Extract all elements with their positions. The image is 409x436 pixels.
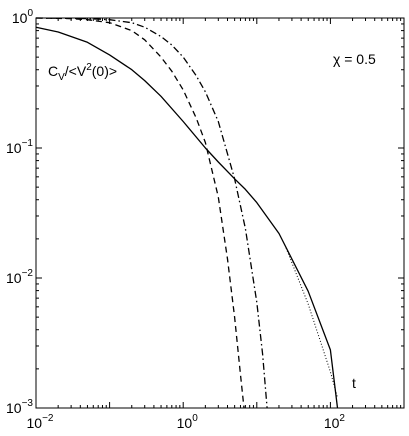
series-line-dashed bbox=[35, 17, 245, 409]
x-tick-label: 10−2 bbox=[27, 413, 54, 431]
y-tick-label: 10−3 bbox=[6, 398, 33, 416]
x-tick-label: 100 bbox=[177, 413, 199, 431]
series-line-dotted bbox=[285, 247, 338, 398]
ylabel-annotation: CV/<V2(0)> bbox=[48, 62, 117, 83]
plot-frame bbox=[35, 17, 405, 409]
t-annotation: t bbox=[352, 375, 356, 391]
tick-marks bbox=[35, 17, 405, 409]
series-line-dashdot bbox=[35, 17, 268, 409]
y-tick-label: 100 bbox=[12, 8, 34, 26]
series-line-solid bbox=[35, 26, 339, 409]
y-tick-label: 10−2 bbox=[6, 268, 33, 286]
series-layer bbox=[35, 17, 339, 409]
y-tick-label: 10−1 bbox=[6, 138, 33, 156]
chi-annotation: χ = 0.5 bbox=[333, 51, 376, 67]
x-tick-label: 102 bbox=[324, 413, 346, 431]
